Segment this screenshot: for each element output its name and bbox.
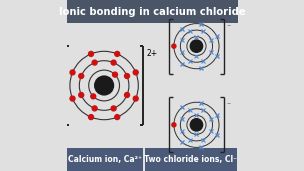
Circle shape <box>88 115 94 120</box>
Circle shape <box>111 60 116 65</box>
Circle shape <box>111 106 116 111</box>
Circle shape <box>172 44 176 48</box>
Circle shape <box>92 106 97 111</box>
FancyBboxPatch shape <box>145 148 237 171</box>
Circle shape <box>172 123 176 127</box>
Circle shape <box>125 93 130 97</box>
Circle shape <box>115 51 120 56</box>
FancyBboxPatch shape <box>67 148 143 171</box>
Circle shape <box>91 94 96 99</box>
Circle shape <box>190 40 202 52</box>
Circle shape <box>70 70 75 75</box>
Circle shape <box>92 60 97 65</box>
Circle shape <box>133 70 138 75</box>
Text: 2+: 2+ <box>147 49 158 58</box>
Text: Ionic bonding in calcium chloride: Ionic bonding in calcium chloride <box>59 7 245 17</box>
Circle shape <box>190 119 202 131</box>
Circle shape <box>70 96 75 101</box>
Circle shape <box>115 115 120 120</box>
Text: ⁻: ⁻ <box>226 101 230 110</box>
Text: ⁻: ⁻ <box>226 22 230 31</box>
Circle shape <box>79 74 84 78</box>
Circle shape <box>88 51 94 56</box>
Circle shape <box>112 72 117 77</box>
Circle shape <box>95 76 113 95</box>
FancyBboxPatch shape <box>67 0 237 23</box>
Circle shape <box>79 93 84 97</box>
Circle shape <box>125 74 130 78</box>
Text: Two chloride ions, Cl⁻: Two chloride ions, Cl⁻ <box>144 155 237 164</box>
Text: Calcium ion, Ca²⁺: Calcium ion, Ca²⁺ <box>68 155 143 164</box>
Circle shape <box>133 96 138 101</box>
